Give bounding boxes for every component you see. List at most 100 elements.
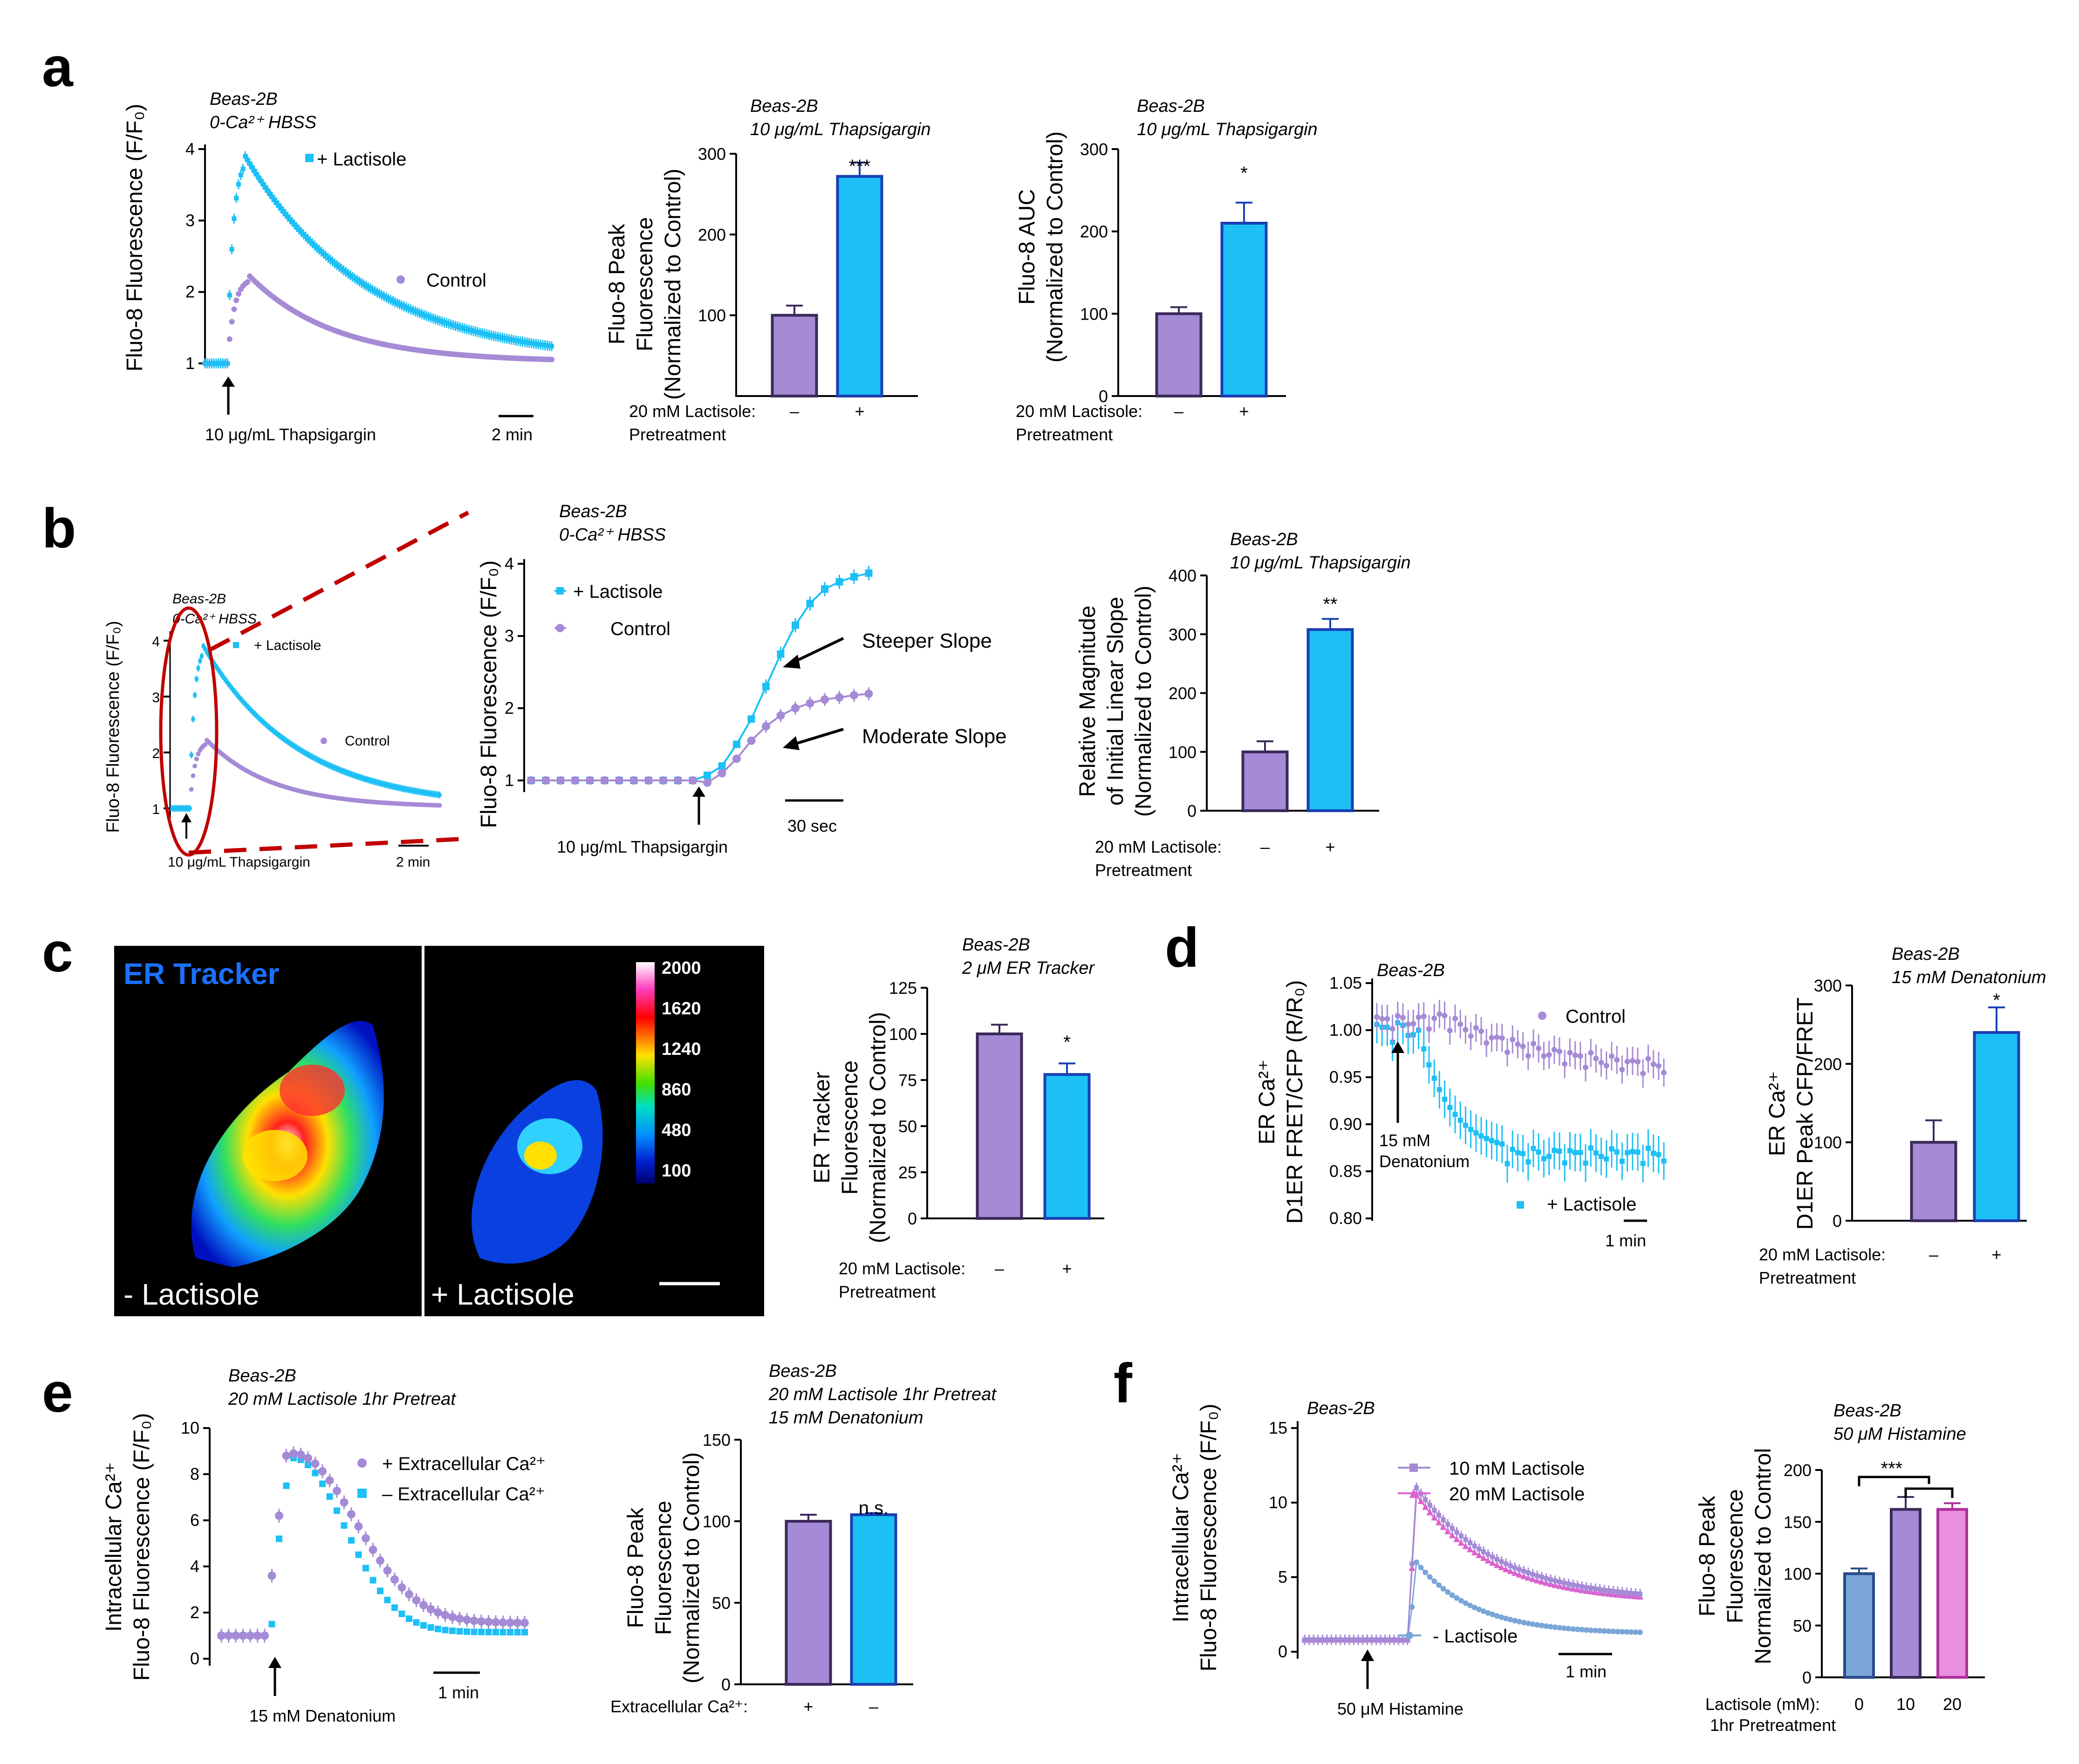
data-point bbox=[270, 194, 274, 199]
panel-a-trace: Beas-2B 0-Ca²⁺ HBSS Fluo-8 Fluorescence … bbox=[123, 89, 554, 444]
y-tick-label: 10 bbox=[1269, 1493, 1287, 1512]
subtitle-line: 2 μM ER Tracker bbox=[962, 958, 1095, 978]
data-point bbox=[412, 1596, 421, 1605]
data-point bbox=[1421, 1013, 1427, 1019]
y-axis-label: ER Ca²⁺ bbox=[1255, 1060, 1279, 1145]
data-point bbox=[222, 676, 226, 680]
data-point bbox=[850, 573, 858, 581]
y-axis-label: Fluo-8 Fluorescence (F/F₀) bbox=[123, 104, 147, 372]
y-tick-label: 0 bbox=[1099, 387, 1108, 406]
data-point bbox=[318, 1467, 327, 1476]
data-point bbox=[464, 1628, 470, 1635]
data-point bbox=[1516, 1619, 1522, 1625]
image-label-right: + Lactisole bbox=[431, 1278, 574, 1311]
x-tick-label: – bbox=[1174, 402, 1183, 421]
x-row-label: 20 mM Lactisole: bbox=[1759, 1245, 1886, 1264]
scale-bar-label: 2 min bbox=[492, 425, 533, 444]
data-point bbox=[296, 227, 301, 232]
data-point bbox=[252, 168, 257, 173]
data-point bbox=[1431, 1015, 1437, 1021]
data-point bbox=[1543, 1623, 1549, 1629]
data-point bbox=[192, 763, 198, 768]
data-point bbox=[1484, 1136, 1489, 1142]
legend-label: Control bbox=[345, 733, 390, 749]
subtitle-line: 0-Ca²⁺ HBSS bbox=[210, 113, 316, 132]
series-line bbox=[1305, 1485, 1641, 1641]
panel-f-bar: Beas-2B 50 μM Histamine Fluo-8 Peak Fluo… bbox=[1695, 1401, 1966, 1735]
data-point bbox=[225, 361, 230, 366]
data-point bbox=[243, 702, 247, 706]
legend-label: + Lactisole bbox=[1547, 1194, 1636, 1215]
data-point bbox=[1426, 1509, 1433, 1516]
data-point bbox=[438, 793, 442, 797]
y-tick-label: 1.00 bbox=[1329, 1020, 1362, 1039]
y-axis-label: Fluorescence bbox=[633, 217, 657, 351]
data-point bbox=[1552, 1148, 1557, 1153]
data-point bbox=[1457, 1117, 1463, 1123]
arrow-icon bbox=[692, 786, 705, 797]
data-point bbox=[1478, 1133, 1484, 1139]
data-point bbox=[377, 1587, 383, 1594]
data-point bbox=[1566, 1581, 1571, 1586]
data-point bbox=[499, 1628, 506, 1635]
y-axis-label: (Normalized to Control) bbox=[661, 169, 685, 400]
data-point bbox=[1539, 1622, 1545, 1628]
data-point bbox=[405, 1590, 413, 1599]
y-tick-label: 10 bbox=[181, 1418, 199, 1437]
data-point bbox=[1342, 1637, 1347, 1642]
data-point bbox=[1572, 1052, 1578, 1058]
data-point bbox=[427, 1624, 434, 1631]
significance-bracket bbox=[1858, 1476, 1930, 1486]
y-tick-label: 100 bbox=[1169, 743, 1197, 762]
data-point bbox=[586, 776, 594, 785]
x-row-label: Pretreatment bbox=[1095, 861, 1192, 880]
data-point bbox=[806, 600, 814, 608]
y-axis-label: Relative Magnitude bbox=[1075, 606, 1100, 797]
data-point bbox=[234, 691, 238, 696]
arrow-label: 10 μg/mL Thapsigargin bbox=[557, 837, 728, 856]
data-point bbox=[478, 1628, 485, 1635]
y-tick-label: 300 bbox=[1814, 976, 1842, 995]
y-axis-label: Fluorescence bbox=[838, 1060, 862, 1195]
data-point bbox=[1552, 1624, 1558, 1630]
data-point bbox=[1431, 1075, 1437, 1081]
highlight-ellipse bbox=[159, 606, 219, 857]
y-tick-label: 2 bbox=[190, 1603, 199, 1622]
y-tick-label: 100 bbox=[703, 1512, 731, 1531]
data-point bbox=[1505, 1161, 1510, 1167]
y-tick-label: 50 bbox=[898, 1117, 917, 1136]
data-point bbox=[1640, 1071, 1646, 1077]
title-line: Beas-2B bbox=[750, 96, 818, 116]
y-tick-label: 3 bbox=[185, 211, 195, 230]
data-point bbox=[233, 690, 237, 694]
data-point bbox=[1378, 1637, 1383, 1642]
data-point bbox=[718, 769, 726, 778]
bar bbox=[1306, 628, 1354, 813]
title-line: Beas-2B bbox=[1833, 1401, 1901, 1421]
data-point bbox=[1536, 1149, 1541, 1155]
panel-b-zoom: Beas-2B 0-Ca²⁺ HBSS Fluo-8 Fluorescence … bbox=[477, 502, 1007, 856]
colorbar-label: 860 bbox=[662, 1080, 691, 1100]
image-label-left: - Lactisole bbox=[123, 1278, 260, 1311]
image-title: ER Tracker bbox=[123, 957, 279, 991]
y-tick-label: 0 bbox=[1833, 1211, 1842, 1231]
legend-marker bbox=[321, 738, 327, 744]
data-point bbox=[227, 683, 232, 687]
data-point bbox=[1628, 1591, 1634, 1596]
data-point bbox=[471, 1628, 478, 1635]
data-point bbox=[1521, 1569, 1526, 1574]
data-point bbox=[341, 1522, 348, 1529]
data-point bbox=[556, 776, 565, 785]
y-tick-label: 400 bbox=[1169, 566, 1197, 585]
x-row-label: 1hr Pretreatment bbox=[1710, 1716, 1836, 1735]
panel-a-bar-auc: Beas-2B 10 μg/mL Thapsigargin Fluo-8 AUC… bbox=[1015, 96, 1318, 444]
data-point bbox=[1369, 1637, 1374, 1642]
significance-label: ** bbox=[1323, 594, 1337, 615]
y-tick-label: 15 bbox=[1269, 1418, 1287, 1437]
data-point bbox=[1401, 1637, 1406, 1642]
data-point bbox=[1489, 1559, 1496, 1566]
data-point bbox=[292, 222, 297, 227]
panel-e-trace: Beas-2B 20 mM Lactisole 1hr Pretreat Int… bbox=[102, 1366, 546, 1725]
y-tick-label: 1.05 bbox=[1329, 973, 1362, 992]
data-point bbox=[449, 1627, 456, 1634]
